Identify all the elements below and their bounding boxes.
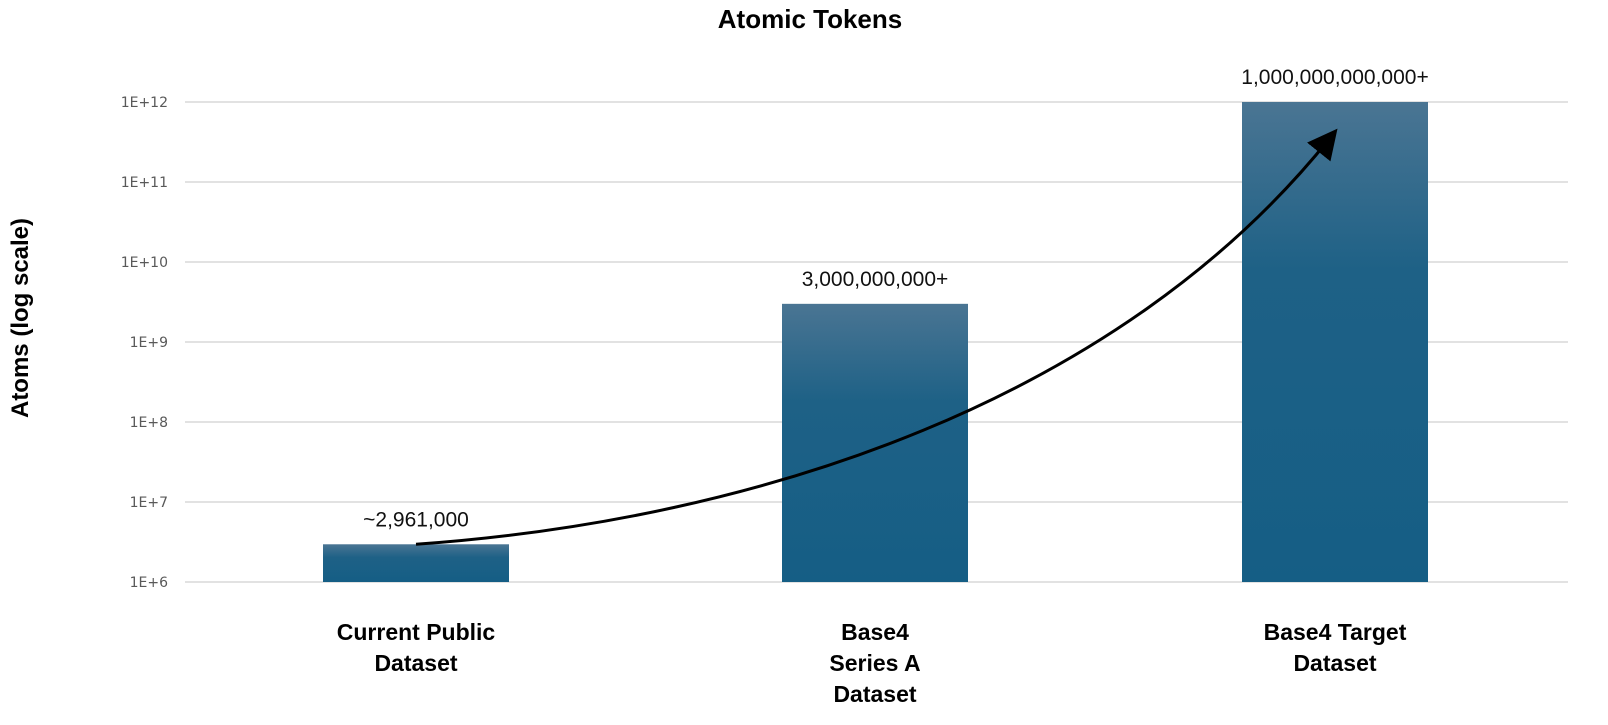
data-label: 3,000,000,000+ [802, 268, 949, 291]
bars [323, 102, 1428, 582]
x-category-line: Series A [829, 650, 920, 676]
x-category-line: Dataset [1293, 650, 1376, 676]
y-tick-label: 1E+9 [130, 335, 168, 351]
x-category-label: Current Public Dataset [337, 619, 496, 676]
data-labels: ~2,961,000 3,000,000,000+ 1,000,000,000,00… [363, 66, 1429, 531]
y-axis-label: Atoms (log scale) [7, 218, 34, 418]
chart-title: Atomic Tokens [718, 4, 902, 34]
data-label: 1,000,000,000,000+ [1241, 66, 1428, 89]
x-axis-labels: Current Public Dataset Base4 Series A Datase… [337, 619, 1407, 707]
y-tick-label: 1E+12 [121, 95, 168, 111]
y-axis-ticks: 1E+6 1E+7 1E+8 1E+9 1E+10 1E+11 1E+12 [121, 95, 168, 591]
trend-arrow [415, 128, 1338, 546]
data-label: ~2,961,000 [363, 508, 469, 531]
x-category-line: Current Public [337, 619, 496, 645]
bar [323, 544, 509, 582]
x-category-line: Base4 [841, 619, 909, 645]
bar [1242, 102, 1428, 582]
bar [782, 303, 968, 582]
y-tick-label: 1E+6 [130, 575, 168, 591]
x-category-label: Base4 Series A Dataset [829, 619, 920, 707]
x-category-line: Base4 Target [1264, 619, 1407, 645]
y-tick-label: 1E+7 [130, 495, 168, 511]
x-category-line: Dataset [833, 681, 916, 707]
y-tick-label: 1E+8 [130, 415, 168, 431]
y-tick-label: 1E+10 [121, 255, 168, 271]
x-category-label: Base4 Target Dataset [1264, 619, 1407, 676]
y-tick-label: 1E+11 [121, 175, 168, 191]
x-category-line: Dataset [374, 650, 457, 676]
